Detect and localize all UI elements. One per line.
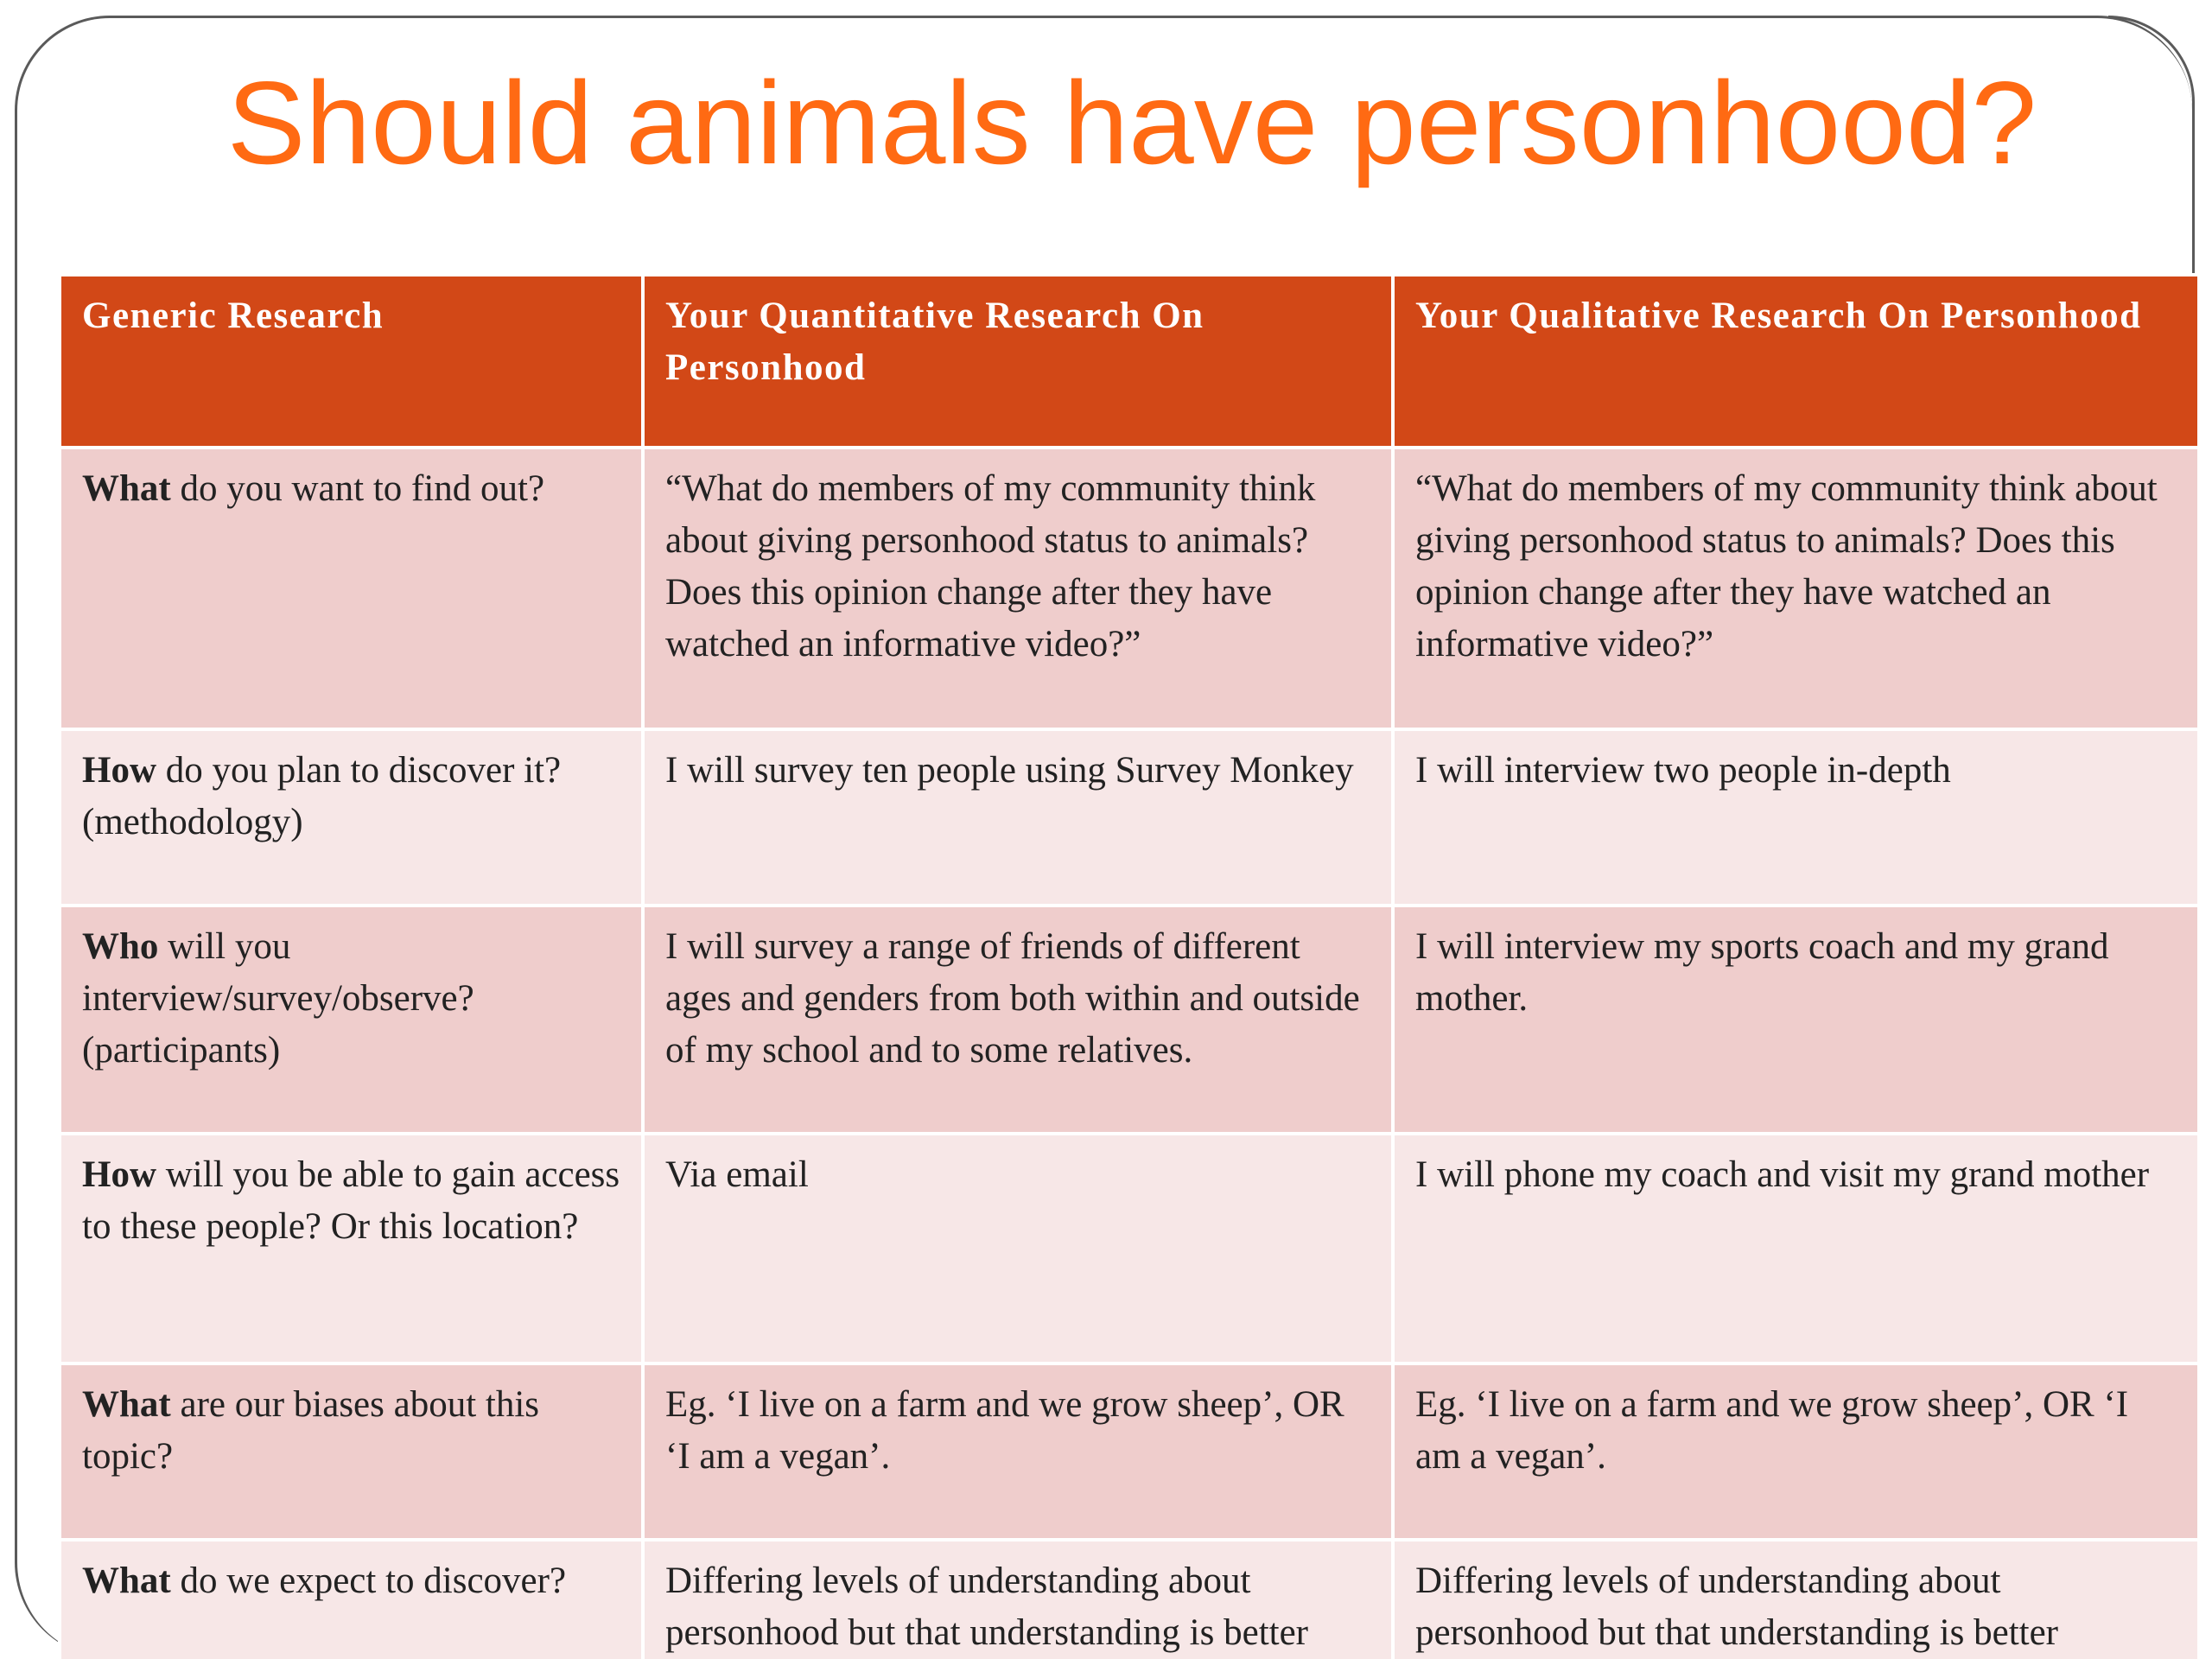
slide-title: Should animals have personhood? (226, 57, 2037, 188)
table-row: How do you plan to discover it? (methodo… (58, 728, 2201, 907)
qualitative-cell: I will interview two people in-depth (1391, 728, 2201, 907)
research-table: Generic Research Your Quantitative Resea… (58, 273, 2201, 1659)
table-row: Who will you interview/survey/observe? (… (58, 904, 2201, 1135)
header-quantitative-research: Your Quantitative Research On Personhood (641, 273, 1395, 449)
slide-frame-border (15, 16, 2192, 1657)
prompt-keyword: Who (82, 926, 159, 967)
prompt-cell: Who will you interview/survey/observe? (… (58, 904, 645, 1135)
quantitative-cell: I will survey ten people using Survey Mo… (641, 728, 1395, 907)
table-row: What do you want to find out? “What do m… (58, 446, 2201, 731)
prompt-cell: What are our biases about this topic? (58, 1362, 645, 1541)
quantitative-cell: Eg. ‘I live on a farm and we grow sheep’… (641, 1362, 1395, 1541)
prompt-cell: How will you be able to gain access to t… (58, 1132, 645, 1365)
qualitative-cell: I will phone my coach and visit my grand… (1391, 1132, 2201, 1365)
quantitative-cell: I will survey a range of friends of diff… (641, 904, 1395, 1135)
table-row: What are our biases about this topic? Eg… (58, 1362, 2201, 1541)
prompt-keyword: How (82, 750, 156, 791)
table-header-row: Generic Research Your Quantitative Resea… (58, 273, 2201, 449)
quantitative-cell: Via email (641, 1132, 1395, 1365)
prompt-cell: What do you want to find out? (58, 446, 645, 731)
prompt-keyword: What (82, 1384, 171, 1425)
qualitative-cell: “What do members of my community think a… (1391, 446, 2201, 731)
qualitative-cell: Differing levels of understanding about … (1391, 1538, 2201, 1659)
prompt-text: do you plan to discover it? (methodology… (82, 750, 562, 842)
prompt-text: do you want to find out? (170, 468, 545, 509)
quantitative-cell: Differing levels of understanding about … (641, 1538, 1395, 1659)
prompt-cell: How do you plan to discover it? (methodo… (58, 728, 645, 907)
table-row: What do we expect to discover? Differing… (58, 1538, 2201, 1659)
prompt-text: will you interview/survey/observe? (part… (82, 926, 474, 1071)
quantitative-cell: “What do members of my community think a… (641, 446, 1395, 731)
prompt-keyword: What (82, 1560, 171, 1601)
prompt-cell: What do we expect to discover? (58, 1538, 645, 1659)
header-generic-research: Generic Research (58, 273, 645, 449)
qualitative-cell: Eg. ‘I live on a farm and we grow sheep’… (1391, 1362, 2201, 1541)
prompt-text: do we expect to discover? (170, 1560, 567, 1601)
table-row: How will you be able to gain access to t… (58, 1132, 2201, 1365)
prompt-keyword: How (82, 1154, 156, 1195)
qualitative-cell: I will interview my sports coach and my … (1391, 904, 2201, 1135)
prompt-text: are our biases about this topic? (82, 1384, 540, 1477)
header-qualitative-research: Your Qualitative Research On Personhood (1391, 273, 2201, 449)
prompt-keyword: What (82, 468, 171, 509)
prompt-text: will you be able to gain access to these… (82, 1154, 620, 1247)
